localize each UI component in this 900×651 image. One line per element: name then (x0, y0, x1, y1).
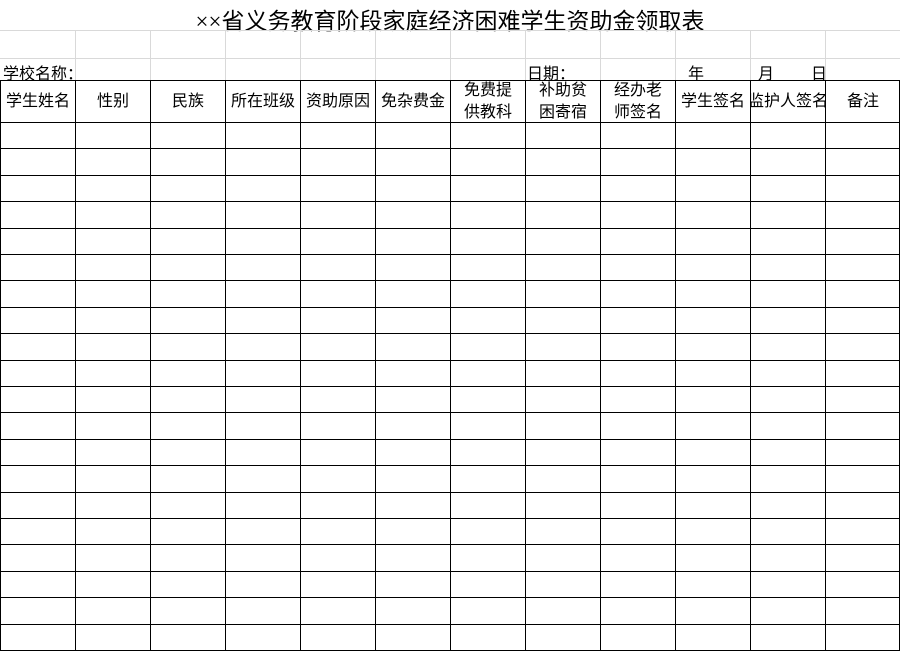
table-border (600, 80, 601, 651)
school-label: 学校名称： (3, 66, 84, 83)
grid-line (600, 30, 601, 80)
grid-line (675, 30, 676, 80)
grid-line (825, 30, 826, 80)
column-header-text: 资助原因 (305, 92, 370, 110)
grid-line (750, 30, 751, 80)
column-header: 监护人签名 (751, 81, 825, 122)
column-header-text: 补助贫困寄宿 (539, 81, 588, 121)
grid-line (375, 30, 376, 80)
table-border (450, 80, 451, 651)
column-header: 性别 (76, 81, 150, 122)
column-header-text: 学生姓名 (5, 92, 70, 110)
date-label: 日期： (527, 66, 576, 83)
column-header: 学生签名 (676, 81, 750, 122)
column-header-text: 备注 (846, 92, 879, 110)
year-label: 年 (688, 66, 705, 83)
column-header: 免杂费金 (376, 81, 450, 122)
grid-line (525, 30, 526, 80)
grid-line (225, 30, 226, 80)
column-header-text: 所在班级 (230, 92, 295, 110)
table-border (525, 80, 526, 651)
table-border (0, 80, 1, 651)
column-header-text: 学生签名 (680, 92, 745, 110)
title: ××省义务教育阶段家庭经济困难学生资助金领取表 (195, 9, 705, 34)
column-header: 民族 (151, 81, 225, 122)
column-header: 学生姓名 (1, 81, 75, 122)
column-header-text: 免杂费金 (380, 92, 445, 110)
table-border (225, 80, 226, 651)
table-border (750, 80, 751, 651)
grid-line (75, 30, 76, 80)
column-header: 资助原因 (301, 81, 375, 122)
table-border (150, 80, 151, 651)
day-label: 日 (811, 66, 828, 83)
table-border (75, 80, 76, 651)
table-border (300, 80, 301, 651)
table-border (825, 80, 826, 651)
column-header: 经办老师签名 (601, 81, 675, 122)
month-label: 月 (758, 66, 775, 83)
column-header: 备注 (826, 81, 900, 122)
grid-line (150, 30, 151, 80)
column-header: 所在班级 (226, 81, 300, 122)
grid-line (300, 30, 301, 80)
column-header-text: 民族 (171, 92, 204, 110)
column-header: 免费提供教科 (451, 81, 525, 122)
grid-line (450, 30, 451, 80)
column-header-text: 性别 (96, 92, 129, 110)
column-header-text: 经办老师签名 (614, 81, 663, 121)
table-border (675, 80, 676, 651)
column-header-text: 监护人签名 (751, 92, 825, 110)
column-header-text: 免费提供教科 (464, 81, 513, 121)
table-border (375, 80, 376, 651)
column-header: 补助贫困寄宿 (526, 81, 600, 122)
